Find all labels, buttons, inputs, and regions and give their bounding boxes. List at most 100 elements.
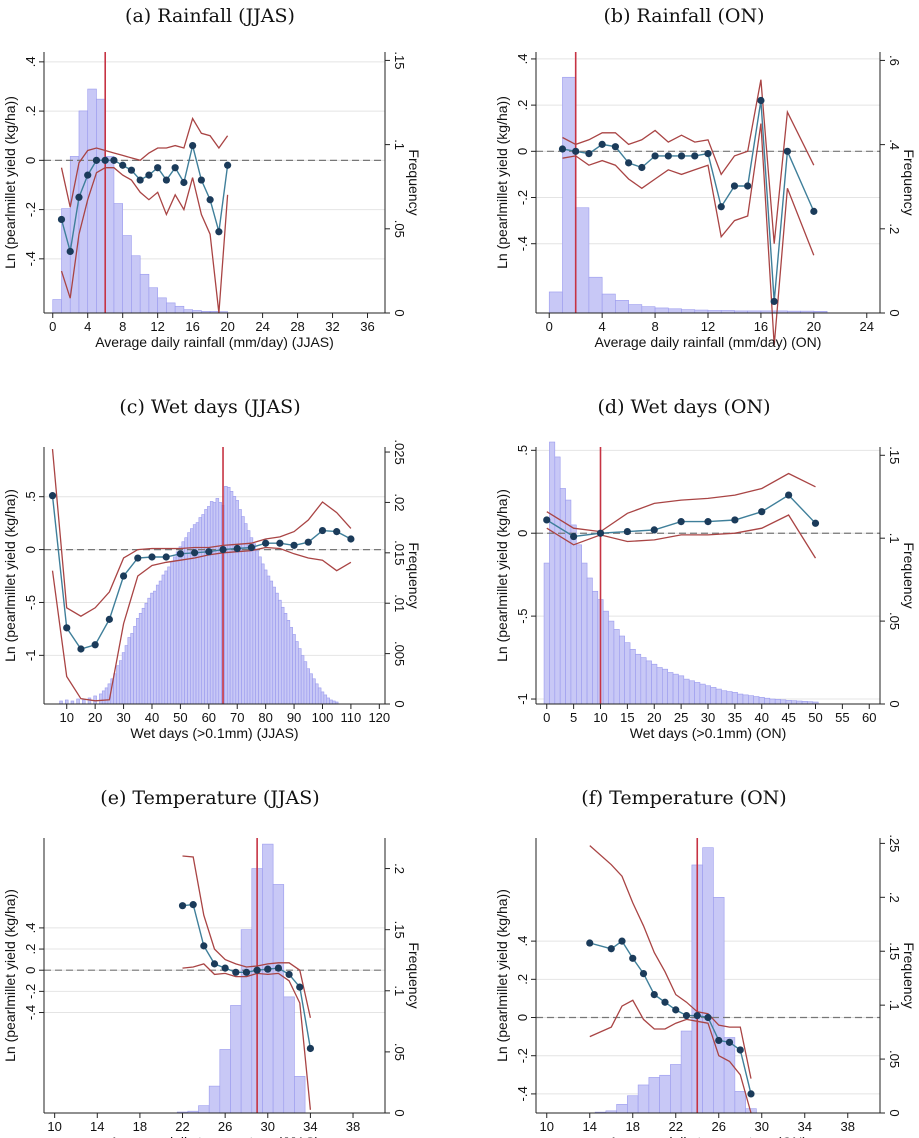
estimate-point [704, 1013, 712, 1022]
hist-bar [678, 675, 685, 705]
estimate-point [682, 1012, 691, 1020]
hist-bar [148, 287, 158, 314]
hist-bar [694, 682, 701, 705]
x-tick-label: 70 [230, 710, 244, 725]
estimate-point [66, 247, 74, 256]
estimate-point [200, 942, 208, 950]
hist-bar [170, 561, 174, 705]
y-axis-label: Ln (pearlmillet yield (kg/ha)) [494, 489, 510, 662]
estimate-point [664, 152, 672, 160]
y-tick-label: -.2 [23, 202, 38, 217]
x-tick-label: 8 [119, 319, 126, 334]
hist-bar [272, 884, 285, 1114]
panel-title: (a) Rainfall (JJAS) [125, 5, 295, 27]
estimate-point [638, 163, 646, 172]
hist-bar [683, 678, 690, 705]
estimate-point [586, 939, 594, 947]
y-tick-label: -.4 [23, 251, 38, 266]
hist-bar [292, 634, 296, 705]
y-tick-label: 0 [515, 148, 530, 155]
hist-bar [65, 699, 69, 705]
hist-bar [608, 620, 615, 705]
ci-lower-line [589, 999, 752, 1114]
hist-bar [628, 304, 643, 314]
x-tick-label: 22 [175, 1119, 189, 1134]
estimate-point [607, 945, 615, 953]
hist-bar [289, 627, 293, 705]
hist-bar [651, 663, 658, 705]
hist-bar [662, 668, 668, 705]
hist-bar [78, 110, 89, 314]
x-tick-label: 14 [583, 1119, 597, 1134]
estimate-point [618, 937, 626, 945]
y2-tick-label: 0 [392, 309, 407, 316]
estimate-point [715, 1036, 723, 1045]
x-tick-label: 18 [133, 1119, 147, 1134]
estimate-point [136, 176, 144, 184]
y-tick-label: .4 [23, 922, 38, 933]
x-tick-label: 8 [651, 319, 658, 334]
x-tick-label: 34 [303, 1119, 317, 1134]
estimate-point [221, 964, 229, 972]
y2-tick-label: .15 [887, 446, 902, 464]
y2-tick-label: .2 [887, 892, 902, 903]
y2-axis-label: Frequency [901, 942, 917, 1008]
estimate-point [285, 970, 293, 979]
hist-bar [232, 496, 237, 705]
ci-upper-line [589, 845, 752, 1079]
y2-tick-label: .025 [392, 439, 407, 464]
y2-tick-label: .02 [392, 493, 407, 511]
hist-bar [562, 76, 576, 314]
estimate-line [562, 100, 815, 302]
y2-tick-label: .05 [887, 612, 902, 630]
x-tick-label: 22 [669, 1119, 683, 1134]
hist-bar [637, 1084, 650, 1114]
hist-bar [246, 530, 251, 705]
y2-tick-label: .05 [392, 220, 407, 238]
hist-bar [204, 509, 208, 705]
hist-bar [269, 580, 274, 705]
estimate-point [110, 156, 118, 164]
estimate-point [171, 164, 179, 172]
y2-axis-label: Frequency [901, 149, 917, 215]
hist-bar [300, 655, 305, 705]
y-tick-label: .2 [23, 106, 38, 117]
estimate-point [570, 532, 578, 541]
x-axis-label: Average daily rainfall (mm/day) (JJAS) [95, 334, 334, 350]
hist-bar [312, 678, 316, 705]
x-tick-label: 12 [701, 319, 715, 334]
hist-bar [309, 673, 313, 705]
x-tick-label: 12 [150, 319, 164, 334]
estimate-point [84, 171, 92, 179]
hist-bar [592, 590, 599, 705]
hist-bar [144, 602, 149, 705]
y-tick-label: 0 [23, 546, 38, 553]
estimate-point [651, 152, 659, 160]
estimate-point [77, 645, 85, 653]
hist-bar [627, 1095, 639, 1114]
hist-bar [174, 305, 185, 314]
x-tick-label: 24 [255, 319, 269, 334]
hist-bar [742, 694, 749, 705]
hist-bar [323, 694, 328, 705]
hist-bar [576, 544, 582, 705]
hist-bar [280, 606, 285, 705]
panel-f: (f) Temperature (ON) 10 14 18 22 26 30 34 38 -.4 -… [494, 787, 917, 1138]
y-tick-label: -1 [515, 693, 530, 705]
x-axis-label: Wet days (>0.1mm) (JJAS) [130, 725, 298, 741]
estimate-point [304, 538, 312, 546]
y2-tick-label: .005 [392, 641, 407, 666]
y2-tick-label: 0 [392, 700, 407, 707]
estimate-point [650, 990, 658, 999]
hist-bar [748, 695, 754, 705]
x-tick-label: 40 [145, 710, 159, 725]
hist-bar [263, 569, 268, 705]
estimate-point [625, 159, 633, 167]
estimate-point [785, 491, 793, 499]
x-tick-label: 30 [701, 710, 715, 725]
hist-bar [181, 541, 185, 705]
hist-bar [615, 300, 629, 314]
estimate-point [758, 508, 766, 516]
estimate-point [598, 140, 606, 148]
